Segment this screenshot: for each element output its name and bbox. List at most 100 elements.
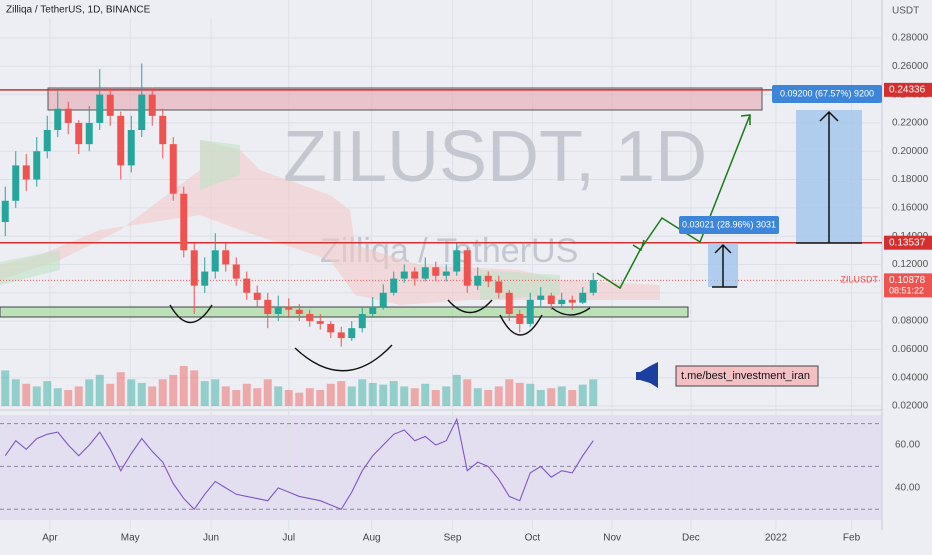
candle-body bbox=[348, 328, 356, 339]
volume-bar bbox=[137, 382, 146, 406]
rsi-panel bbox=[0, 415, 882, 520]
candle-body bbox=[453, 250, 461, 272]
volume-bar bbox=[53, 388, 62, 406]
volume-bar bbox=[263, 379, 272, 406]
y-tick-label: 0.08000 bbox=[892, 316, 929, 327]
candle-body bbox=[190, 250, 198, 286]
volume-bar bbox=[11, 379, 20, 406]
resistance-zone bbox=[47, 87, 763, 111]
volume-bar bbox=[515, 382, 524, 406]
candle-body bbox=[12, 165, 20, 201]
volume-bar bbox=[22, 383, 31, 406]
candle-body bbox=[411, 271, 419, 279]
countdown: 08:51:22 bbox=[889, 286, 924, 296]
support-zone bbox=[0, 306, 689, 318]
volume-bar bbox=[494, 386, 503, 406]
candle-body bbox=[159, 115, 167, 145]
volume-bar bbox=[169, 374, 178, 406]
measure-arrow bbox=[796, 110, 862, 244]
volume-bar bbox=[326, 383, 335, 406]
pattern-arc bbox=[447, 299, 493, 314]
level-label: 0.24336 bbox=[889, 85, 926, 96]
y-tick-label: 0.18000 bbox=[892, 174, 929, 185]
y-tick-label: 0.26000 bbox=[892, 61, 929, 72]
candle-body bbox=[379, 292, 387, 307]
volume-bar bbox=[442, 386, 451, 406]
volume-bar bbox=[400, 386, 409, 406]
rsi-line bbox=[4, 417, 594, 511]
pattern-arc bbox=[169, 304, 213, 323]
volume-bar bbox=[379, 384, 388, 406]
candle-body bbox=[75, 122, 83, 145]
volume-bar bbox=[221, 386, 230, 406]
volume-bar bbox=[305, 388, 314, 406]
last-price-name: ZILUSDT bbox=[840, 275, 878, 285]
volume-bar bbox=[358, 379, 367, 406]
currency: USDT bbox=[892, 6, 919, 17]
measure-arrow bbox=[712, 243, 737, 288]
candle-body bbox=[516, 313, 524, 324]
volume-bar bbox=[116, 372, 125, 406]
candle-body bbox=[295, 309, 303, 314]
x-tick-label: Jun bbox=[203, 533, 219, 544]
volume-bar bbox=[557, 386, 566, 406]
x-tick-label: Apr bbox=[42, 533, 58, 544]
candle-body bbox=[547, 295, 555, 305]
rsi-tick-label: 40.00 bbox=[895, 482, 920, 493]
volume-bar bbox=[536, 390, 545, 406]
y-tick-label: 0.12000 bbox=[892, 259, 929, 270]
volume-bar bbox=[295, 392, 304, 406]
x-tick-label: Dec bbox=[682, 533, 700, 544]
candle-body bbox=[253, 292, 261, 300]
y-tick-label: 0.20000 bbox=[892, 146, 929, 157]
volume-bar bbox=[452, 374, 461, 406]
candle-body bbox=[390, 278, 398, 293]
x-tick-label: Feb bbox=[843, 533, 861, 544]
candle-body bbox=[421, 267, 429, 279]
x-tick-label: Oct bbox=[525, 533, 541, 544]
candle-body bbox=[274, 306, 282, 314]
candle-body bbox=[201, 271, 209, 286]
candle-body bbox=[400, 271, 408, 279]
candle-body bbox=[148, 94, 156, 116]
volume-bar bbox=[158, 379, 167, 406]
candle-body bbox=[474, 275, 482, 286]
volume-bar bbox=[74, 386, 83, 406]
chart-title: Zilliqa / TetherUS, 1D, BINANCE bbox=[6, 5, 151, 16]
x-tick-label: Sep bbox=[444, 533, 462, 544]
promo-text: t.me/best_investment_iran bbox=[681, 370, 810, 382]
x-tick-label: Aug bbox=[363, 533, 381, 544]
volume-bar bbox=[421, 383, 430, 406]
candle-body bbox=[505, 292, 513, 314]
volume-bar bbox=[568, 390, 577, 406]
volume-bar bbox=[431, 390, 440, 406]
volume-bar bbox=[32, 386, 41, 406]
level-label: 0.13537 bbox=[889, 237, 926, 248]
last-price-tag bbox=[884, 273, 932, 298]
x-tick-label: Jul bbox=[282, 533, 295, 544]
measure-label-bg bbox=[772, 85, 882, 103]
candle-body bbox=[558, 299, 566, 305]
candle-body bbox=[211, 250, 219, 272]
candle-body bbox=[526, 299, 534, 324]
watermark: ZILUSDT, 1D bbox=[283, 117, 707, 197]
volume-bar bbox=[284, 390, 293, 406]
volume-bar bbox=[232, 390, 241, 406]
y-tick-label: 0.22000 bbox=[892, 118, 929, 129]
y-tick-label: 0.02000 bbox=[892, 401, 929, 412]
x-tick-label: May bbox=[121, 533, 140, 544]
level-tag bbox=[884, 235, 932, 250]
candle-body bbox=[589, 280, 597, 293]
volume-bar bbox=[148, 386, 157, 406]
volume-bar bbox=[211, 379, 220, 406]
candle-body bbox=[169, 144, 177, 194]
candle-body bbox=[1, 200, 9, 222]
volume-bar bbox=[43, 381, 52, 406]
candle-body bbox=[138, 94, 146, 131]
candle-body bbox=[442, 271, 450, 276]
rsi-tick-label: 60.00 bbox=[895, 440, 920, 451]
level-tag bbox=[884, 82, 932, 97]
volume-bar bbox=[1, 370, 10, 406]
volume-bar bbox=[368, 382, 377, 406]
